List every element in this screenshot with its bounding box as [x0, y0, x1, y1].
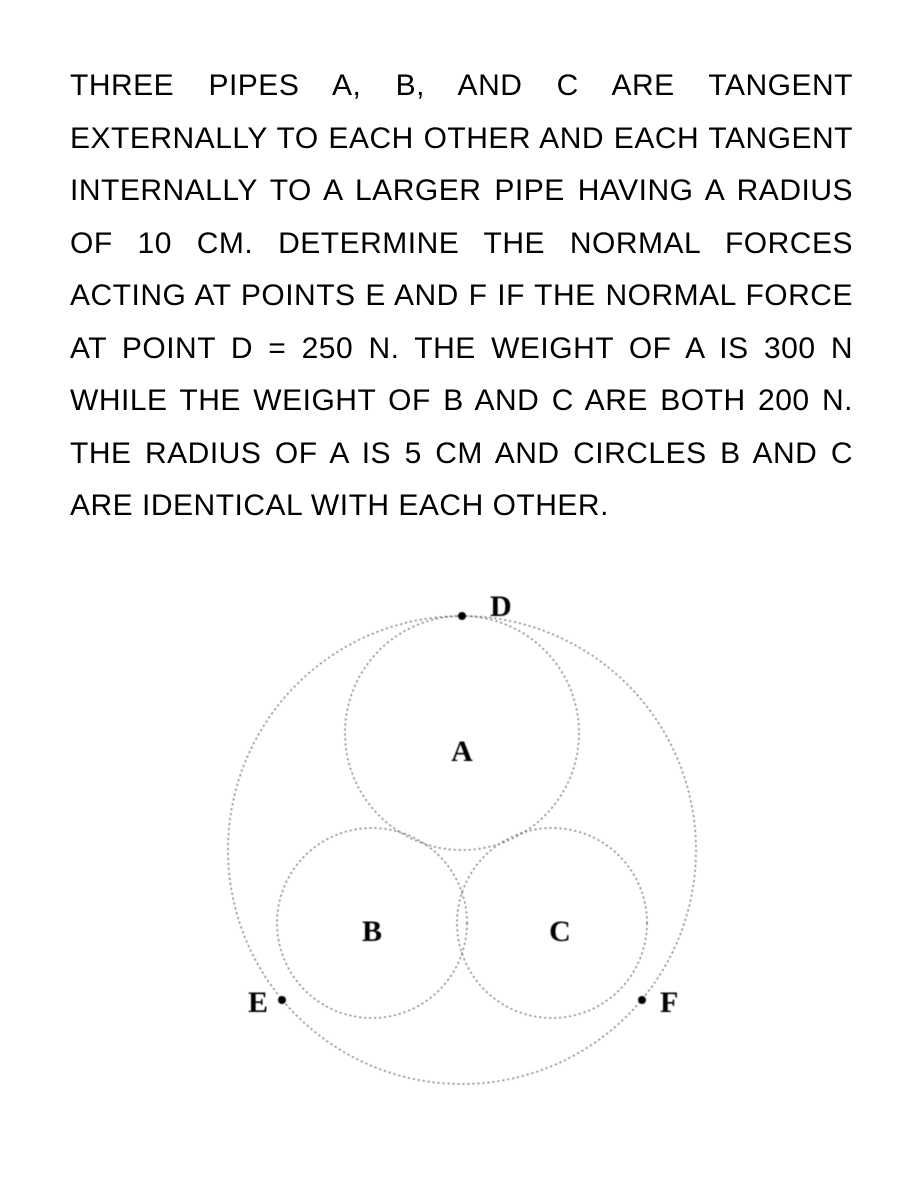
- point-f-dot: [638, 996, 646, 1004]
- label-e: E: [247, 986, 267, 1019]
- label-f: F: [660, 986, 678, 1019]
- label-d: D: [490, 590, 512, 623]
- diagram-container: D A B C E F: [70, 568, 853, 1108]
- pipe-a: [345, 616, 579, 850]
- outer-pipe: [228, 616, 696, 1084]
- label-a: A: [451, 735, 473, 768]
- pipes-diagram: D A B C E F: [182, 568, 742, 1108]
- page: THREE PIPES A, B, AND C ARE TANGENT EXTE…: [0, 0, 923, 1200]
- label-b: B: [361, 915, 381, 948]
- point-e-dot: [278, 996, 286, 1004]
- label-c: C: [549, 915, 571, 948]
- problem-statement: THREE PIPES A, B, AND C ARE TANGENT EXTE…: [70, 60, 853, 533]
- point-d-dot: [458, 612, 466, 620]
